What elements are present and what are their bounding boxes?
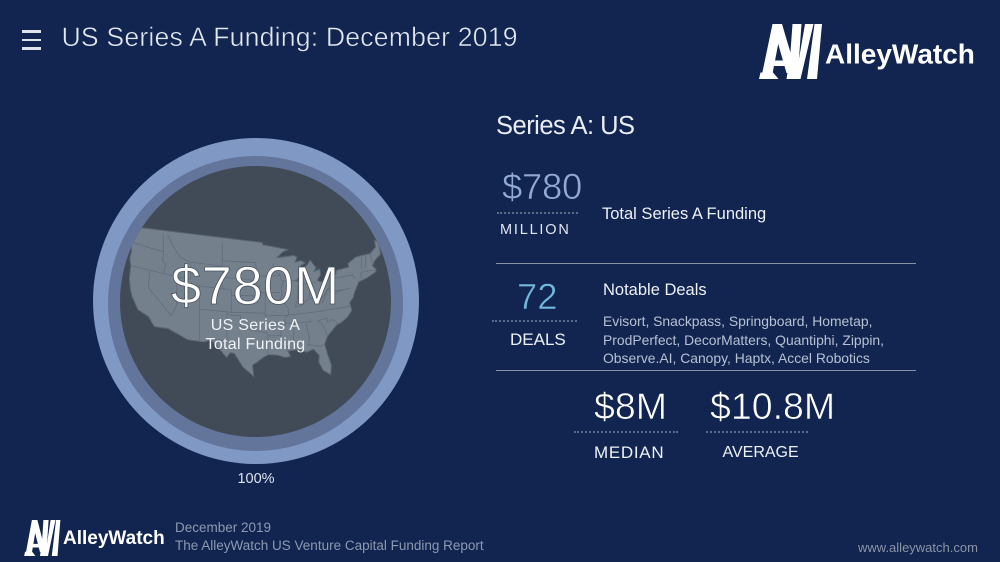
svg-text:AlleyWatch: AlleyWatch: [825, 39, 975, 70]
svg-text:AlleyWatch: AlleyWatch: [63, 528, 165, 549]
